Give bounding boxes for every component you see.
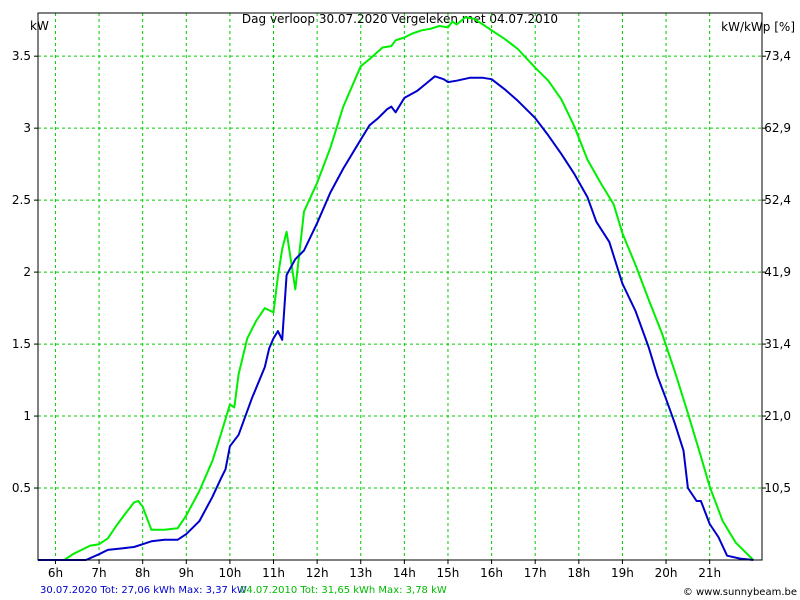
y-tick-label-right: 62,9: [764, 121, 791, 135]
x-tick-label: 15h: [437, 566, 460, 580]
x-tick-label: 17h: [524, 566, 547, 580]
x-tick-label: 19h: [611, 566, 634, 580]
y-tick-label-right: 31,4: [764, 337, 791, 351]
y-tick-label-left: 1: [23, 409, 31, 423]
y-tick-label-left: 2.5: [12, 193, 31, 207]
series-line-04.07.2010: [38, 16, 755, 561]
x-tick-label: 6h: [48, 566, 63, 580]
grid-lines: [38, 13, 762, 560]
y-tick-label-left: 1.5: [12, 337, 31, 351]
legend-series-1: 30.07.2020 Tot: 27,06 kWh Max: 3,37 kW: [40, 585, 247, 596]
y-tick-label-right: 41,9: [764, 265, 791, 279]
series-line-30.07.2020: [38, 75, 754, 561]
x-tick-label: 11h: [262, 566, 285, 580]
y-tick-label-right: 21,0: [764, 409, 791, 423]
y-tick-label-right: 52,4: [764, 193, 791, 207]
x-tick-label: 10h: [218, 566, 241, 580]
x-tick-label: 9h: [179, 566, 194, 580]
plot-border: [37, 12, 763, 561]
y-axis-label-right: kW/kWp [%]: [721, 20, 795, 34]
y-axis-ticks-right: 10,5 21,0 31,4 41,9 52,4 62,9 73,4: [762, 49, 791, 495]
x-axis-ticks: 6h 7h 8h 9h 10h 11h 12h 13h 14h 15h 16h 17h 18h 19h 20…: [48, 560, 721, 580]
y-axis-label-left: kW: [30, 19, 49, 33]
legend-series-2: 04.07.2010 Tot: 31,65 kWh Max: 3,78 kW: [240, 585, 447, 596]
y-tick-label-right: 10,5: [764, 481, 791, 495]
y-tick-label-left: 3: [23, 121, 31, 135]
y-tick-label-left: 0.5: [12, 481, 31, 495]
x-tick-label: 14h: [393, 566, 416, 580]
x-tick-label: 13h: [349, 566, 372, 580]
credit-text: © www.sunnybeam.be: [683, 587, 797, 598]
x-tick-label: 20h: [655, 566, 678, 580]
x-tick-label: 16h: [480, 566, 503, 580]
x-tick-label: 21h: [698, 566, 721, 580]
y-tick-label-right: 73,4: [764, 49, 791, 63]
x-tick-label: 7h: [91, 566, 106, 580]
y-tick-label-left: 3.5: [12, 49, 31, 63]
y-tick-label-left: 2: [23, 265, 31, 279]
chart-title: Dag verloop 30.07.2020 Vergeleken met 04…: [242, 12, 558, 26]
x-tick-label: 8h: [135, 566, 150, 580]
series-lines: [38, 16, 755, 561]
x-tick-label: 18h: [567, 566, 590, 580]
x-tick-label: 12h: [306, 566, 329, 580]
y-axis-ticks-left: 0.5 1 1.5 2 2.5 3 3.5: [12, 49, 38, 495]
